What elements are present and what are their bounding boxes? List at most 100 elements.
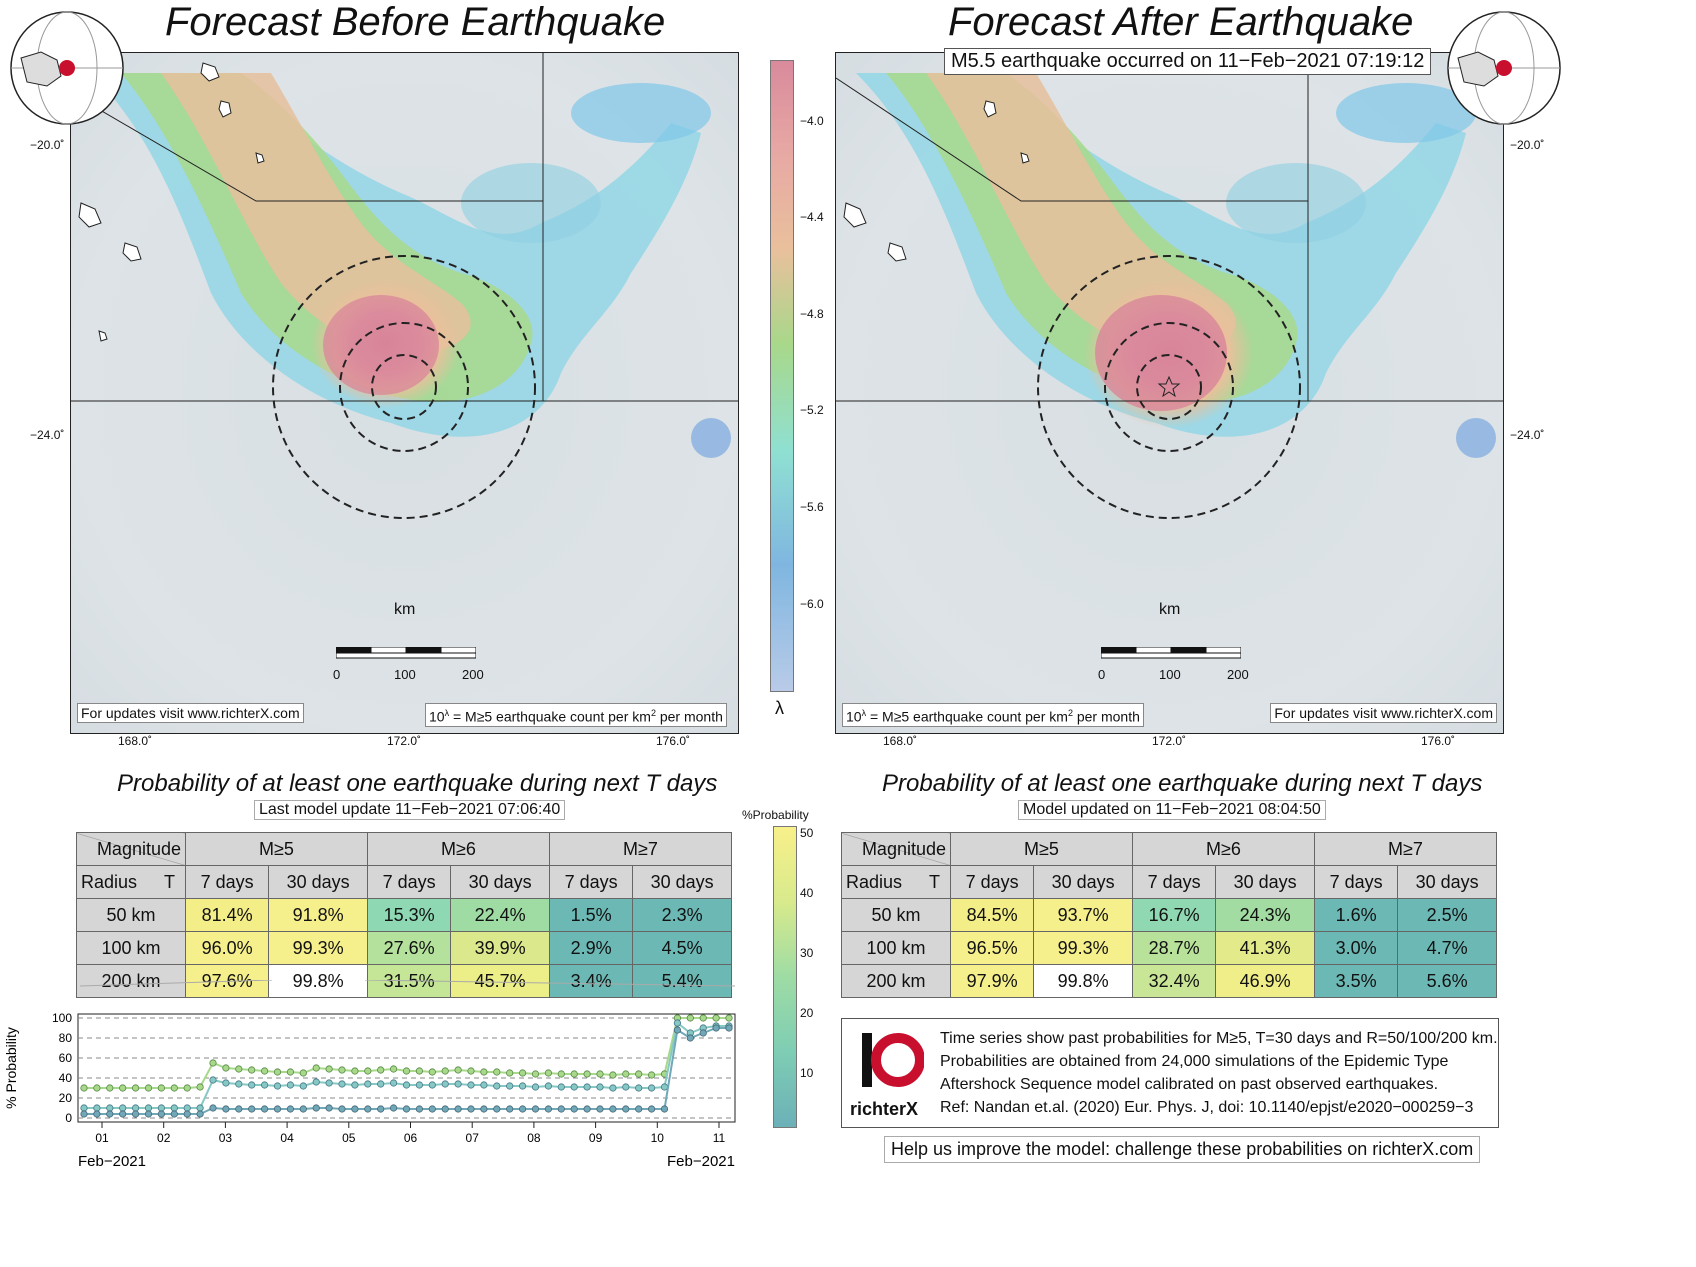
data-point [635, 1105, 643, 1113]
units-base: 10 [429, 708, 445, 725]
prob-colorbar-tick: 40 [800, 886, 814, 900]
x-tick-label: 01 [95, 1131, 109, 1145]
left-forecast-map[interactable]: km 0 100 200 For updates visit www.richt… [70, 52, 739, 734]
radius-cell: 200 km [841, 964, 951, 998]
data-point [635, 1084, 643, 1092]
left-update-label: Last model update 11−Feb−2021 07:06:40 [254, 800, 566, 820]
info-box: richterX Time series show past probabili… [841, 1018, 1499, 1128]
data-point [583, 1105, 591, 1113]
period-header: 7 days [1313, 865, 1399, 899]
radius-cell: 50 km [841, 898, 951, 932]
data-point [428, 1068, 436, 1076]
data-point [170, 1084, 178, 1092]
data-point [506, 1069, 514, 1077]
data-point [196, 1110, 204, 1118]
data-point [377, 1080, 385, 1088]
data-point [699, 1029, 707, 1037]
data-point [80, 1104, 88, 1112]
data-point [338, 1066, 346, 1074]
info-text: Time series show past probabilities for … [940, 1027, 1498, 1119]
x-tick-label: 05 [342, 1131, 356, 1145]
prob-colorbar-tick: 20 [800, 1006, 814, 1020]
probability-cell: 22.4% [450, 898, 550, 932]
right-lat-tick-24: −24.0˚ [1510, 428, 1545, 442]
data-point [686, 1014, 694, 1022]
right-heatmap [836, 53, 1503, 519]
data-point [325, 1065, 333, 1073]
probability-cell: 99.3% [1033, 931, 1133, 965]
colorbar-tick: −4.8 [800, 307, 824, 321]
units-end: per month [1072, 708, 1140, 725]
x-tick-label: 03 [219, 1131, 233, 1145]
left-lat-tick-20: −20.0˚ [30, 138, 65, 152]
data-point [338, 1080, 346, 1088]
data-point [415, 1081, 423, 1089]
data-point [157, 1084, 165, 1092]
scale-bar [336, 647, 476, 659]
data-point [196, 1083, 204, 1091]
data-point [364, 1067, 372, 1075]
right-forecast-map[interactable]: km 0 100 200 10λ = M≥5 earthquake count … [835, 52, 1504, 734]
data-point [712, 1014, 720, 1022]
connector-line [79, 980, 273, 987]
mag-header: M≥5 [185, 832, 368, 866]
data-point [544, 1069, 553, 1077]
data-point [428, 1105, 436, 1113]
data-point [93, 1104, 101, 1112]
data-point [402, 1081, 411, 1089]
left-globe-icon [10, 11, 124, 125]
mag-header: M≥7 [548, 832, 733, 866]
data-point [235, 1080, 243, 1088]
data-point [119, 1104, 127, 1112]
data-point [93, 1084, 101, 1092]
info-line: Ref: Nandan et.al. (2020) Eur. Phys. J, … [940, 1099, 1474, 1116]
probability-cell: 84.5% [949, 898, 1035, 932]
probability-cell: 4.7% [1397, 931, 1497, 965]
probability-cell: 91.8% [268, 898, 368, 932]
data-point [144, 1110, 153, 1118]
data-point [506, 1082, 514, 1090]
mag-header: M≥6 [366, 832, 550, 866]
data-point [544, 1082, 553, 1090]
x-axis-label-left: Feb−2021 [78, 1153, 146, 1170]
data-point [364, 1080, 372, 1088]
data-point [157, 1110, 165, 1118]
data-point [570, 1070, 578, 1078]
units-base: 10 [846, 708, 862, 725]
data-point [570, 1083, 578, 1091]
data-point [183, 1110, 191, 1118]
help-link[interactable]: Help us improve the model: challenge the… [884, 1136, 1481, 1163]
colorbar-tick: −5.2 [800, 403, 824, 417]
data-point [480, 1081, 488, 1089]
y-tick-label: 100 [52, 1011, 72, 1025]
table-row: 100 km 96.5% 99.3% 28.7% 41.3% 3.0% 4.7% [841, 931, 1497, 965]
data-point [286, 1105, 294, 1113]
data-point [351, 1081, 359, 1089]
data-point [157, 1104, 165, 1112]
data-point [235, 1105, 243, 1113]
data-point [170, 1110, 178, 1118]
data-point [106, 1110, 114, 1118]
radius-label: Radius [846, 871, 903, 892]
data-point [325, 1079, 333, 1087]
mag-header: M≥6 [1131, 832, 1315, 866]
left-lon-tick-168: 168.0˚ [118, 734, 153, 748]
colorbar-tick: −4.4 [800, 210, 824, 224]
data-point [647, 1071, 656, 1079]
epicenter-star-icon [1157, 375, 1181, 398]
y-tick-label: 40 [59, 1071, 73, 1085]
data-point [260, 1081, 269, 1089]
prob-colorbar-tick: 10 [800, 1066, 814, 1080]
probability-cell: 45.7% [450, 964, 550, 998]
colorbar-tick: −5.6 [800, 500, 824, 514]
probability-cell: 1.6% [1313, 898, 1399, 932]
data-point [454, 1066, 462, 1074]
probability-cell: 4.5% [632, 931, 732, 965]
data-point [596, 1105, 604, 1113]
data-point [222, 1064, 230, 1072]
data-point [583, 1070, 591, 1078]
data-point [106, 1084, 114, 1092]
data-point [506, 1105, 514, 1113]
period-header: 30 days [268, 865, 368, 899]
connector-line [364, 980, 736, 987]
